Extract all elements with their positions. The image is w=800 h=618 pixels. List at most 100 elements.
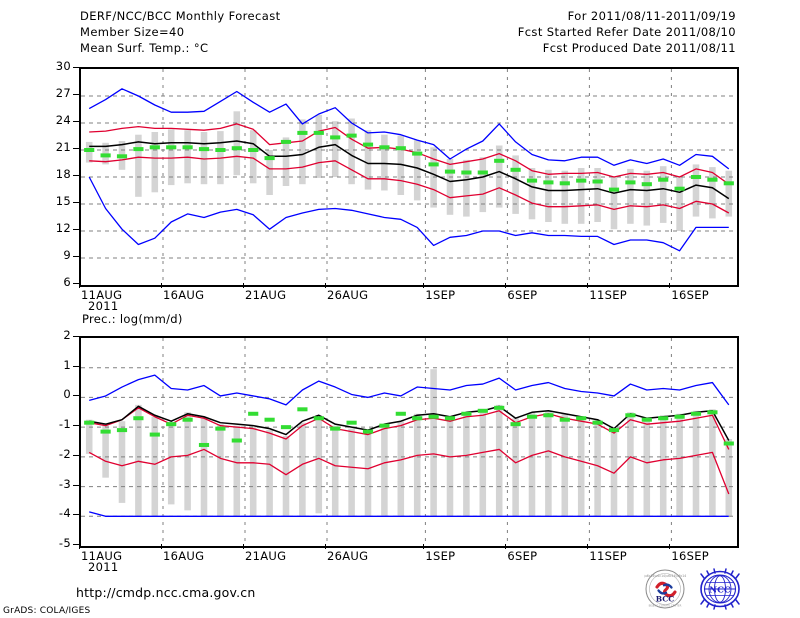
- spread-bar: [184, 412, 191, 511]
- y-tick-label: 27: [55, 86, 71, 100]
- member-size-label: Member Size=40: [80, 25, 185, 39]
- median-marker: [723, 441, 734, 446]
- median-marker: [576, 416, 587, 421]
- median-marker: [592, 420, 603, 425]
- median-marker: [395, 411, 406, 416]
- spread-bar: [594, 168, 601, 222]
- temp-unit-label: Mean Surf. Temp.: °C: [80, 41, 209, 55]
- y-tick-mark: [73, 484, 79, 486]
- median-marker: [658, 177, 669, 182]
- median-marker: [84, 148, 95, 152]
- spread-bar: [167, 129, 175, 186]
- y-tick-mark: [73, 544, 79, 545]
- gridlines: [81, 338, 737, 546]
- median-marker: [297, 407, 308, 412]
- spread-bar: [643, 418, 651, 517]
- median-marker: [412, 416, 423, 421]
- x-tick-label: 26AUG: [327, 288, 369, 302]
- median-marker: [133, 416, 144, 421]
- series-upper-quartile: [89, 407, 730, 450]
- median-marker: [198, 147, 210, 152]
- y-tick-mark: [73, 202, 79, 203]
- median-marker: [658, 416, 669, 421]
- ensemble-spread-bars: [85, 369, 733, 517]
- spread-bar: [512, 155, 519, 214]
- x-tick-mark: [79, 283, 80, 288]
- x-tick-mark: [243, 283, 244, 288]
- spread-bar: [315, 114, 323, 178]
- spread-bar: [118, 421, 126, 503]
- prec-unit-label: Prec.: log(mm/d): [82, 312, 183, 326]
- spread-bar: [659, 415, 667, 517]
- y-tick-mark: [73, 425, 79, 427]
- y-tick-mark: [73, 94, 79, 95]
- series-ensemble-max: [89, 374, 730, 406]
- y-tick-mark: [73, 365, 79, 367]
- spread-bar: [676, 176, 683, 231]
- median-marker: [231, 438, 242, 443]
- svg-text:\u6c14\u6c14\u6c14\u6c14: \u6c14\u6c14\u6c14\u6c14: [644, 574, 686, 578]
- spread-bar: [577, 416, 585, 517]
- median-marker: [264, 417, 275, 422]
- spread-bar: [167, 422, 175, 505]
- series-lower-quartile: [89, 155, 730, 214]
- median-marker: [362, 142, 374, 147]
- x-tick-label: 6SEP: [507, 288, 538, 302]
- x-tick-label: 16SEP: [671, 288, 710, 302]
- spread-bar: [249, 130, 257, 184]
- median-marker: [559, 417, 570, 422]
- x-tick-label: 16SEP: [671, 549, 710, 563]
- spread-bar: [364, 130, 372, 190]
- median-marker: [149, 145, 160, 150]
- spread-bar: [545, 169, 552, 222]
- median-marker: [461, 170, 472, 175]
- spread-bar: [446, 159, 454, 215]
- median-marker: [313, 130, 324, 135]
- median-marker: [280, 425, 292, 430]
- spread-bar: [627, 168, 634, 224]
- y-tick-label: -2: [58, 446, 71, 461]
- x-tick-mark: [161, 283, 162, 288]
- median-marker: [674, 186, 685, 191]
- median-marker: [379, 145, 390, 150]
- spread-bar: [331, 121, 339, 177]
- median-marker: [690, 175, 702, 179]
- median-marker: [379, 423, 390, 428]
- median-marker: [559, 181, 570, 186]
- median-marker: [690, 411, 702, 416]
- x-tick-mark: [587, 283, 589, 288]
- x-tick-label: 26AUG: [327, 549, 369, 563]
- median-marker: [674, 414, 685, 419]
- series-ensemble-mean: [89, 405, 730, 441]
- median-marker: [526, 414, 538, 419]
- precipitation-chart-panel: [79, 336, 739, 548]
- y-tick-mark: [73, 283, 79, 284]
- median-marker: [707, 177, 718, 182]
- median-marker: [428, 414, 439, 419]
- spread-bar: [594, 419, 601, 517]
- y-tick-label: 1: [63, 357, 71, 372]
- spread-bar: [610, 177, 618, 230]
- spread-bar: [561, 170, 569, 224]
- median-marker: [248, 148, 259, 152]
- y-tick-mark: [73, 336, 79, 337]
- website-url-link[interactable]: http://cmdp.ncc.cma.gov.cn: [76, 585, 256, 600]
- x-tick-label: 11SEP: [589, 288, 628, 302]
- refer-date-label: Fcst Started Refer Date 2011/08/10: [517, 25, 736, 39]
- median-marker: [510, 422, 521, 427]
- spread-bar: [397, 421, 405, 517]
- series-ensemble-min: [89, 511, 729, 517]
- x-tick-label: 21AUG: [245, 549, 287, 563]
- median-marker: [395, 146, 406, 151]
- median-marker: [444, 416, 456, 421]
- median-marker: [116, 428, 128, 433]
- median-marker: [723, 181, 734, 186]
- spread-bar: [85, 419, 93, 454]
- y-tick-mark: [73, 121, 79, 122]
- y-tick-label: 6: [63, 275, 71, 289]
- temperature-chart-panel: [79, 67, 739, 287]
- spread-bar: [479, 157, 487, 213]
- spread-bar: [348, 428, 355, 517]
- spread-bar: [299, 119, 306, 185]
- median-marker: [100, 429, 111, 434]
